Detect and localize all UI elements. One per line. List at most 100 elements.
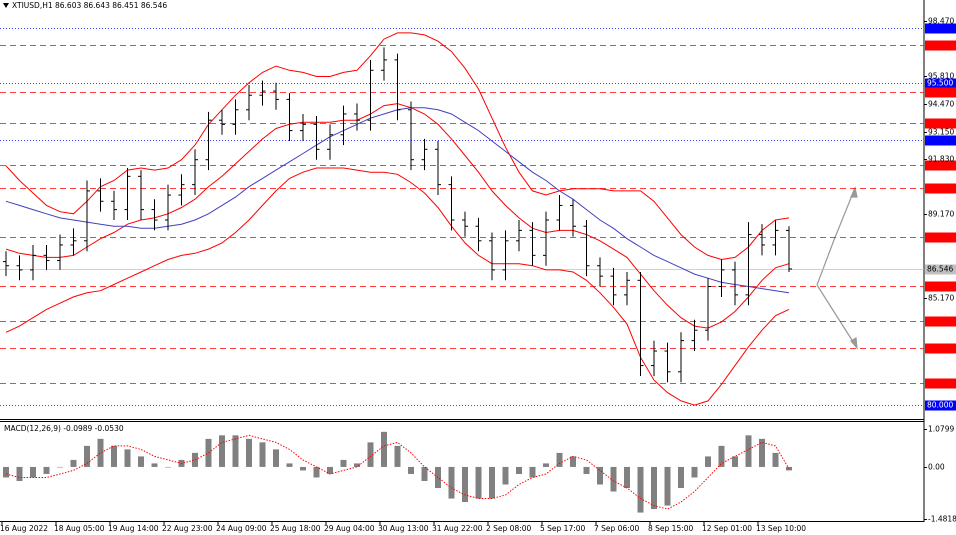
x-tick-label: 18 Aug 05:00 bbox=[54, 524, 105, 533]
current-price-box bbox=[925, 264, 956, 275]
histogram-bar bbox=[421, 466, 428, 481]
histogram-bar bbox=[516, 466, 522, 474]
x-tick-label: 7 Sep 06:00 bbox=[594, 524, 640, 533]
histogram-bar bbox=[475, 466, 482, 499]
level-label-box bbox=[925, 316, 956, 327]
histogram-bar bbox=[246, 438, 252, 467]
histogram-bar bbox=[705, 456, 711, 467]
histogram-bar bbox=[219, 435, 225, 467]
y-tick-label: 85.170 bbox=[928, 294, 954, 303]
y-tick-label: 93.150 bbox=[928, 128, 954, 137]
level-label-box bbox=[925, 40, 956, 51]
histogram-bar bbox=[57, 466, 63, 468]
histogram-bar bbox=[448, 466, 455, 499]
current-price-label: 86.546 bbox=[927, 265, 953, 274]
level-label-box bbox=[925, 78, 956, 89]
level-label-box bbox=[925, 378, 956, 389]
y-tick-label: 0.00 bbox=[928, 463, 945, 472]
level-label-box bbox=[925, 135, 956, 146]
histogram-bar bbox=[745, 435, 752, 467]
histogram-bar bbox=[138, 456, 144, 467]
level-label-box bbox=[925, 160, 956, 171]
histogram-bar bbox=[772, 452, 779, 467]
histogram-bar bbox=[664, 466, 671, 506]
histogram-bar bbox=[97, 438, 104, 467]
histogram-bar bbox=[367, 442, 374, 467]
histogram-bar bbox=[70, 459, 77, 467]
level-label-box bbox=[925, 183, 956, 194]
histogram-bar bbox=[165, 466, 171, 468]
y-tick-label: 89.170 bbox=[928, 210, 954, 219]
histogram-bar bbox=[313, 466, 320, 478]
macd-title: MACD(12,26,9) -0.0989 -0.0530 bbox=[4, 424, 124, 433]
level-label-box bbox=[925, 343, 956, 354]
x-tick-label: 12 Sep 01:00 bbox=[702, 524, 752, 533]
histogram-bar bbox=[732, 456, 738, 467]
y-tick-label: 98.470 bbox=[928, 17, 954, 26]
histogram-bar bbox=[30, 466, 36, 478]
histogram-bar bbox=[408, 466, 414, 474]
level-label: 95.500 bbox=[927, 79, 953, 88]
histogram-bar bbox=[232, 435, 239, 467]
histogram-bar bbox=[597, 466, 603, 485]
histogram-bar bbox=[300, 466, 306, 471]
histogram-bar bbox=[570, 456, 576, 467]
level-label-box bbox=[925, 23, 956, 34]
histogram-bar bbox=[381, 431, 387, 467]
histogram-bar bbox=[124, 449, 131, 467]
histogram-bar bbox=[43, 466, 50, 474]
histogram-bar bbox=[502, 466, 509, 485]
chart-title: XTIUSD,H1 86.603 86.643 86.451 86.546 bbox=[12, 1, 167, 10]
histogram-bar bbox=[583, 466, 590, 474]
histogram-bar bbox=[259, 442, 266, 467]
histogram-bar bbox=[759, 438, 765, 467]
y-tick-label: 91.830 bbox=[928, 155, 954, 164]
level-label-box bbox=[925, 87, 956, 98]
x-tick-label: 16 Aug 2022 bbox=[0, 524, 48, 533]
y-tick-label: 95.810 bbox=[928, 72, 954, 81]
indicator-line bbox=[5, 32, 790, 261]
x-tick-label: 22 Aug 23:00 bbox=[162, 524, 213, 533]
x-tick-label: 8 Sep 15:00 bbox=[648, 524, 694, 533]
histogram-bar bbox=[327, 466, 333, 474]
histogram-bar bbox=[273, 449, 279, 467]
y-tick-label: 94.470 bbox=[928, 100, 954, 109]
histogram-bar bbox=[192, 452, 198, 467]
histogram-bar bbox=[340, 459, 347, 467]
x-tick-label: 24 Aug 09:00 bbox=[216, 524, 267, 533]
level-label-box bbox=[925, 400, 956, 411]
histogram-bar bbox=[3, 466, 9, 478]
y-tick-label: 1.0799 bbox=[928, 425, 954, 434]
histogram-bar bbox=[435, 466, 441, 488]
x-tick-label: 19 Aug 14:00 bbox=[108, 524, 159, 533]
histogram-bar bbox=[610, 466, 617, 492]
histogram-bar bbox=[286, 463, 293, 467]
menu-icon bbox=[3, 3, 9, 8]
histogram-bar bbox=[556, 452, 563, 467]
x-tick-label: 25 Aug 18:00 bbox=[270, 524, 321, 533]
y-tick-label: -1.4818 bbox=[928, 515, 956, 524]
histogram-bar bbox=[151, 463, 158, 467]
histogram-bar bbox=[651, 466, 657, 510]
x-tick-label: 13 Sep 10:00 bbox=[756, 524, 806, 533]
level-label: 80.000 bbox=[927, 401, 953, 410]
histogram-bar bbox=[489, 466, 495, 499]
histogram-bar bbox=[84, 445, 90, 467]
x-tick-label: 29 Aug 04:00 bbox=[324, 524, 375, 533]
indicator-line bbox=[5, 167, 790, 406]
histogram-bar bbox=[354, 463, 360, 467]
histogram-bar bbox=[394, 445, 401, 467]
histogram-bar bbox=[691, 466, 698, 478]
histogram-bar bbox=[718, 445, 725, 467]
x-tick-label: 5 Sep 17:00 bbox=[540, 524, 586, 533]
histogram-bar bbox=[111, 445, 117, 467]
histogram-bar bbox=[16, 466, 23, 481]
histogram-bar bbox=[529, 466, 536, 478]
level-label-box bbox=[925, 281, 956, 292]
histogram-bar bbox=[624, 466, 630, 488]
histogram-bar bbox=[462, 466, 468, 503]
x-tick-label: 2 Sep 08:00 bbox=[486, 524, 532, 533]
x-tick-label: 30 Aug 13:00 bbox=[378, 524, 429, 533]
projection-arrows bbox=[816, 186, 858, 350]
